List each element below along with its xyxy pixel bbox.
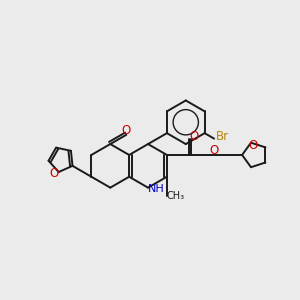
Text: O: O — [248, 139, 258, 152]
Text: O: O — [189, 130, 198, 143]
Text: O: O — [210, 145, 219, 158]
Text: CH₃: CH₃ — [167, 191, 185, 201]
Text: O: O — [49, 167, 58, 181]
Text: O: O — [122, 124, 131, 137]
Text: NH: NH — [148, 184, 164, 194]
Text: Br: Br — [215, 130, 229, 143]
